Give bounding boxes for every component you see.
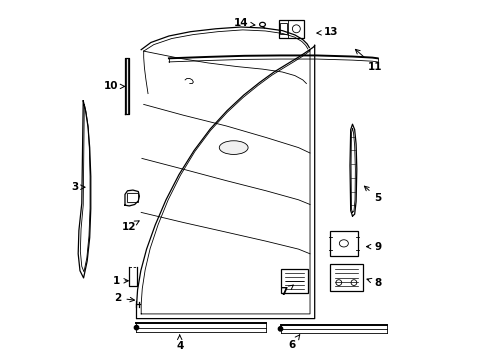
Ellipse shape [339,240,347,247]
Polygon shape [125,58,128,114]
Bar [127,193,137,202]
Text: 9: 9 [366,242,381,252]
Text: 2: 2 [114,293,134,303]
Ellipse shape [219,141,247,154]
Text: 7: 7 [280,285,293,297]
Text: 11: 11 [355,49,381,72]
Text: 5: 5 [364,186,381,203]
FancyBboxPatch shape [329,231,357,256]
Circle shape [134,325,139,330]
FancyBboxPatch shape [281,269,307,293]
Text: 1: 1 [112,276,128,286]
Text: 13: 13 [316,27,338,37]
Text: 14: 14 [233,18,254,28]
Text: 12: 12 [121,221,139,232]
Bar [279,20,303,38]
FancyBboxPatch shape [329,264,362,291]
Text: 4: 4 [176,335,183,351]
Circle shape [278,327,282,331]
Polygon shape [125,190,139,206]
Text: 8: 8 [366,278,381,288]
Text: 3: 3 [71,182,85,192]
Text: 10: 10 [104,81,124,91]
Text: 6: 6 [288,335,299,350]
Bar [280,23,286,34]
